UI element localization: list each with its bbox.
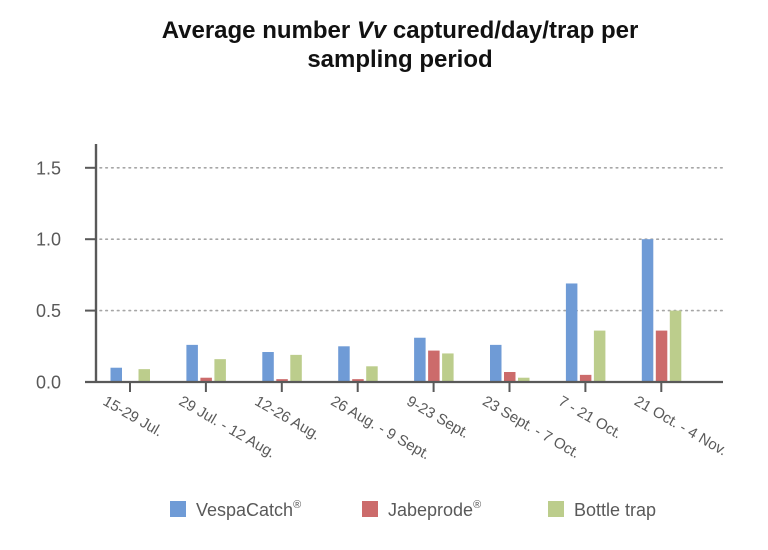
bar-bottle-trap xyxy=(442,353,454,382)
title-text-pre: Average number xyxy=(161,17,357,44)
bar-bottle-trap xyxy=(290,354,302,382)
gridlines xyxy=(99,167,724,312)
title-text-post: captured/day/trap per xyxy=(386,17,639,44)
bar-vespacatch xyxy=(414,337,426,382)
axes xyxy=(85,144,723,384)
bar-bottle-trap xyxy=(138,369,150,382)
y-axis-ticks: 0.0 0.5 1.0 1.5 xyxy=(36,158,96,393)
legend-swatch-vespacatch xyxy=(170,501,186,517)
x-tick-label: 12-26 Aug. xyxy=(252,393,323,444)
legend-label: Jabeprode® xyxy=(388,499,481,520)
chart-title-line-1: Average number Vv captured/day/trap per xyxy=(0,16,768,45)
title-species-abbrev: Vv xyxy=(356,17,387,44)
y-tick-label: 0.0 xyxy=(36,373,61,393)
bar-bottle-trap xyxy=(366,366,378,382)
x-axis-ticks: 15-29 Jul. 29 Jul. - 12 Aug.12-26 Aug. 26 … xyxy=(100,382,730,463)
bar-vespacatch xyxy=(262,352,274,382)
bar-vespacatch xyxy=(565,283,578,382)
bar-jabeprode xyxy=(655,330,668,382)
bar-bottle-trap xyxy=(669,310,682,382)
registered-trademark-mark: ® xyxy=(293,499,301,511)
x-tick-label: 9-23 Sept. xyxy=(404,393,472,442)
bars xyxy=(110,239,682,382)
registered-trademark-mark: ® xyxy=(473,499,481,511)
y-tick-label: 1.5 xyxy=(36,158,61,178)
bar-bottle-trap xyxy=(518,377,530,382)
x-tick-label: 21 Oct. - 4 Nov. xyxy=(631,393,730,460)
legend-label-text: VespaCatch xyxy=(196,500,293,520)
legend-label-text: Bottle trap xyxy=(574,500,656,520)
bar-bottle-trap xyxy=(593,330,606,382)
x-tick-label: 7 - 21 Oct. xyxy=(555,393,624,443)
legend-swatch-bottle-trap xyxy=(548,501,564,517)
bar-bottle-trap xyxy=(214,359,226,382)
bar-jabeprode xyxy=(428,350,440,382)
y-tick-label: 0.5 xyxy=(36,301,61,321)
legend-label: VespaCatch® xyxy=(196,499,301,520)
legend-label: Bottle trap xyxy=(574,500,656,520)
bar-vespacatch xyxy=(490,344,502,382)
bar-jabeprode xyxy=(579,374,592,382)
bar-jabeprode xyxy=(200,377,212,382)
x-tick-label: 15-29 Jul. xyxy=(100,393,166,441)
legend-swatch-jabeprode xyxy=(362,501,378,517)
chart-title-line-2: sampling period xyxy=(307,46,493,73)
bar-vespacatch xyxy=(338,346,350,382)
y-tick-label: 1.0 xyxy=(36,230,61,250)
legend-label-text: Jabeprode xyxy=(388,500,473,520)
bar-jabeprode xyxy=(352,379,364,382)
legend: VespaCatch® Jabeprode® Bottle trap xyxy=(170,499,656,520)
bar-jabeprode xyxy=(276,379,288,382)
bar-vespacatch xyxy=(110,367,122,382)
bar-vespacatch xyxy=(641,239,654,382)
bar-vespacatch xyxy=(186,344,198,382)
bar-jabeprode xyxy=(504,372,516,382)
chart-title: Average number Vv captured/day/trap per … xyxy=(0,16,768,74)
